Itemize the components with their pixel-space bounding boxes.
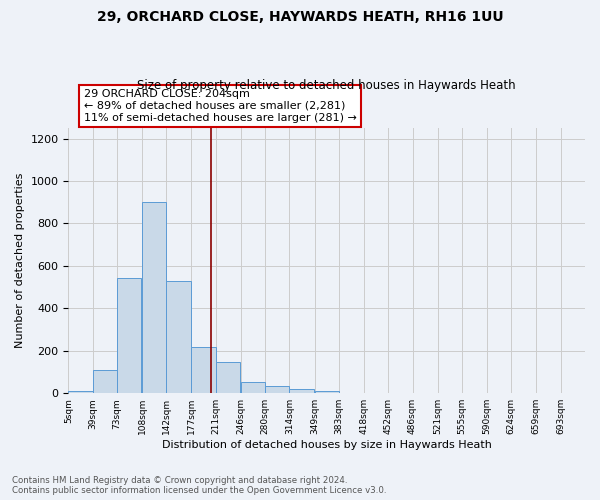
Bar bbox=[265, 386, 289, 393]
Bar bbox=[142, 202, 166, 393]
Text: 29 ORCHARD CLOSE: 204sqm
← 89% of detached houses are smaller (2,281)
11% of sem: 29 ORCHARD CLOSE: 204sqm ← 89% of detach… bbox=[84, 90, 357, 122]
Bar bbox=[117, 278, 142, 393]
Bar bbox=[68, 391, 93, 393]
Bar bbox=[216, 362, 240, 393]
Text: Contains HM Land Registry data © Crown copyright and database right 2024.
Contai: Contains HM Land Registry data © Crown c… bbox=[12, 476, 386, 495]
Bar bbox=[191, 346, 216, 393]
Title: Size of property relative to detached houses in Haywards Heath: Size of property relative to detached ho… bbox=[137, 79, 516, 92]
Text: 29, ORCHARD CLOSE, HAYWARDS HEATH, RH16 1UU: 29, ORCHARD CLOSE, HAYWARDS HEATH, RH16 … bbox=[97, 10, 503, 24]
Bar bbox=[314, 391, 339, 393]
Bar bbox=[241, 382, 265, 393]
Bar bbox=[166, 280, 191, 393]
Y-axis label: Number of detached properties: Number of detached properties bbox=[15, 173, 25, 348]
Bar bbox=[289, 390, 314, 393]
Bar bbox=[93, 370, 117, 393]
X-axis label: Distribution of detached houses by size in Haywards Heath: Distribution of detached houses by size … bbox=[162, 440, 491, 450]
